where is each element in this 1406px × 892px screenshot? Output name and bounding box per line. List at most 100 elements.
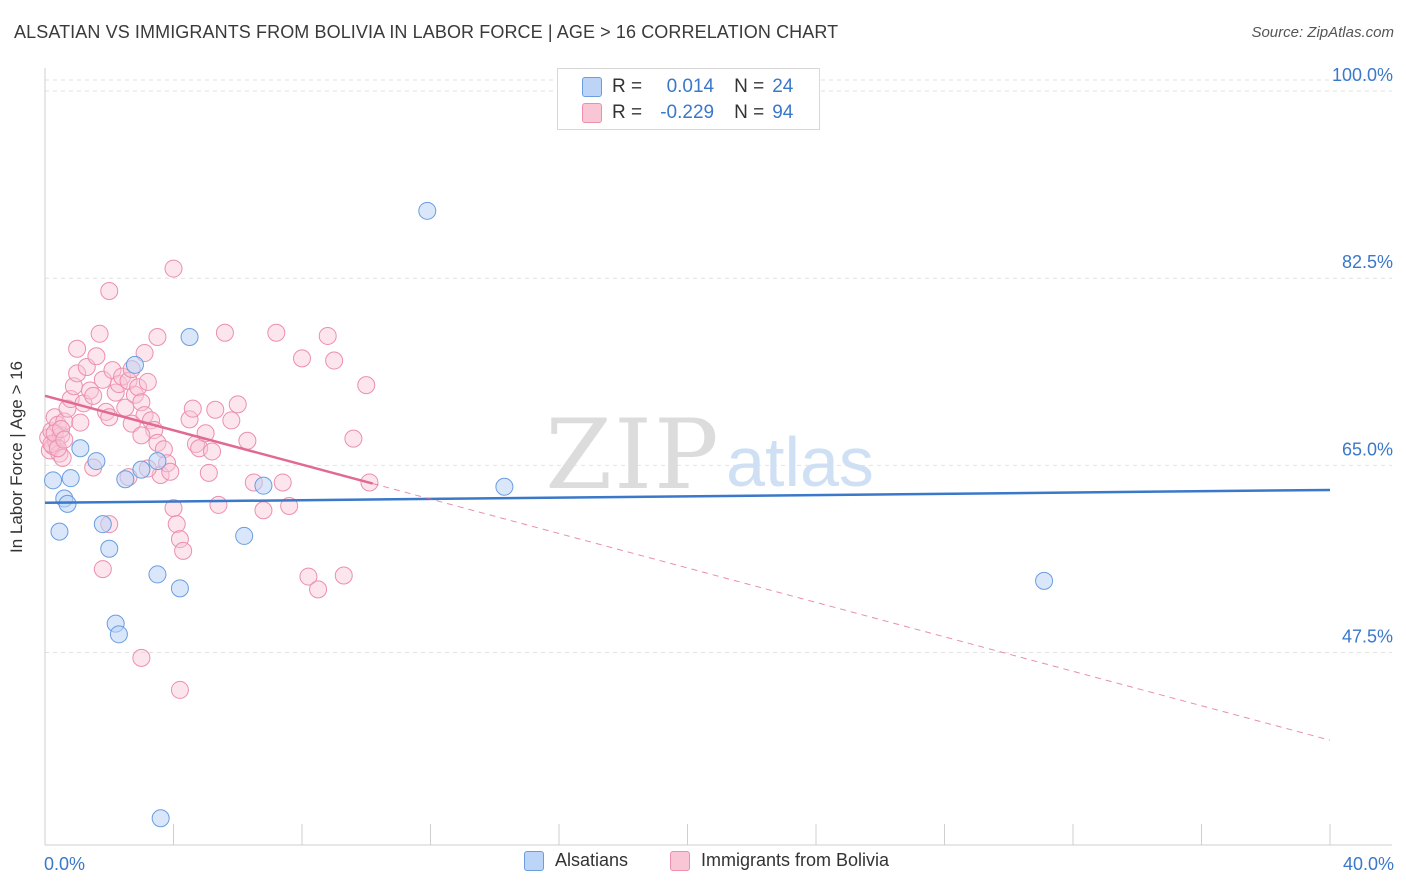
legend-item-bolivia[interactable]: Immigrants from Bolivia xyxy=(670,850,889,871)
point-bolivia xyxy=(209,495,228,514)
n-value: 94 xyxy=(772,102,794,123)
point-bolivia xyxy=(90,324,109,343)
point-bolivia xyxy=(71,413,90,432)
trend-lines xyxy=(44,394,1331,741)
stats-swatch-bolivia xyxy=(582,103,602,123)
point-bolivia xyxy=(228,395,247,414)
y-tick-label: 47.5% xyxy=(1342,627,1393,647)
point-bolivia xyxy=(132,648,151,667)
series-alsatians-points xyxy=(44,201,1054,828)
point-bolivia xyxy=(84,386,103,405)
x-tick-label: 0.0% xyxy=(44,854,85,874)
point-bolivia xyxy=(170,680,189,699)
point-alsatians xyxy=(148,565,167,584)
point-bolivia xyxy=(100,282,119,301)
watermark-zip: ZIP xyxy=(545,399,720,511)
point-bolivia xyxy=(183,399,202,418)
point-bolivia xyxy=(222,411,241,430)
point-alsatians xyxy=(87,452,106,471)
gridlines xyxy=(45,79,1392,653)
legend-label-bolivia: Immigrants from Bolivia xyxy=(701,850,890,870)
point-bolivia xyxy=(325,351,344,370)
point-bolivia xyxy=(254,501,273,520)
point-alsatians xyxy=(50,522,69,541)
point-alsatians xyxy=(100,539,119,558)
point-bolivia xyxy=(53,448,72,467)
point-bolivia xyxy=(215,323,234,342)
trend-bolivia-solid xyxy=(44,394,373,485)
trend-bolivia-dashed xyxy=(372,483,1331,741)
stats-row-bolivia: R = -0.229 N = 94 xyxy=(582,100,793,126)
point-alsatians xyxy=(132,460,151,479)
point-bolivia xyxy=(87,347,106,366)
x-tick-labels: 0.0% 40.0% xyxy=(44,854,1394,874)
point-bolivia xyxy=(293,349,311,368)
point-bolivia xyxy=(93,560,112,579)
series-bolivia-points xyxy=(39,259,379,699)
n-label: N = xyxy=(734,102,765,123)
r-value: -0.229 xyxy=(660,102,715,123)
n-value: 24 xyxy=(772,76,794,97)
point-bolivia xyxy=(174,541,193,560)
point-bolivia xyxy=(164,259,183,278)
point-alsatians xyxy=(495,477,514,496)
point-bolivia xyxy=(344,429,363,448)
point-alsatians xyxy=(44,471,63,490)
r-value: 0.014 xyxy=(666,76,715,97)
source-label: Source: ZipAtlas.com xyxy=(1251,24,1394,41)
point-alsatians xyxy=(418,201,437,220)
watermark-atlas: atlas xyxy=(726,423,874,501)
point-alsatians xyxy=(151,809,170,828)
point-bolivia xyxy=(206,400,225,419)
point-bolivia xyxy=(309,580,328,599)
point-alsatians xyxy=(170,579,189,598)
legend-item-alsatians[interactable]: Alsatians xyxy=(524,850,628,871)
point-bolivia xyxy=(267,323,286,342)
point-bolivia xyxy=(161,462,180,481)
point-bolivia xyxy=(68,364,87,383)
point-bolivia xyxy=(138,372,157,391)
x-tick-label: 40.0% xyxy=(1343,854,1394,874)
point-alsatians xyxy=(254,476,273,495)
point-bolivia xyxy=(148,433,167,452)
point-bolivia xyxy=(299,567,318,586)
n-label: N = xyxy=(734,76,765,97)
point-bolivia xyxy=(68,339,87,358)
point-alsatians xyxy=(61,469,80,488)
legend-swatch-bolivia xyxy=(670,850,690,871)
r-label: R = xyxy=(612,76,643,97)
point-bolivia xyxy=(280,496,299,515)
y-tick-label: 65.0% xyxy=(1342,439,1393,459)
chart-title: ALSATIAN VS IMMIGRANTS FROM BOLIVIA IN L… xyxy=(14,22,839,42)
point-alsatians xyxy=(125,355,144,374)
point-bolivia xyxy=(58,399,77,418)
point-alsatians xyxy=(148,452,167,471)
y-tick-label: 100.0% xyxy=(1332,65,1393,85)
legend-swatch-alsatians xyxy=(524,850,544,871)
point-bolivia xyxy=(167,515,186,534)
point-bolivia xyxy=(135,344,154,363)
point-bolivia xyxy=(318,326,337,345)
y-tick-labels: 100.0% 82.5% 65.0% 47.5% xyxy=(1332,65,1393,646)
bottom-legend: Alsatians Immigrants from Bolivia xyxy=(0,850,1406,880)
point-bolivia xyxy=(55,430,74,449)
point-alsatians xyxy=(71,439,90,458)
point-bolivia xyxy=(334,566,353,585)
point-bolivia xyxy=(273,473,292,492)
point-bolivia xyxy=(148,328,167,347)
y-tick-label: 82.5% xyxy=(1342,252,1393,272)
point-bolivia xyxy=(180,410,199,429)
stats-swatch-alsatians xyxy=(582,77,602,97)
point-bolivia xyxy=(132,426,151,445)
axes xyxy=(44,68,1392,846)
point-alsatians xyxy=(116,470,135,489)
point-bolivia xyxy=(199,463,218,482)
point-bolivia xyxy=(170,530,189,549)
y-axis-label: In Labor Force | Age > 16 xyxy=(7,360,26,554)
legend-label-alsatians: Alsatians xyxy=(555,850,629,870)
trend-alsatians xyxy=(44,488,1331,505)
point-bolivia xyxy=(52,419,71,438)
point-bolivia xyxy=(357,376,376,395)
point-alsatians xyxy=(1035,571,1054,590)
